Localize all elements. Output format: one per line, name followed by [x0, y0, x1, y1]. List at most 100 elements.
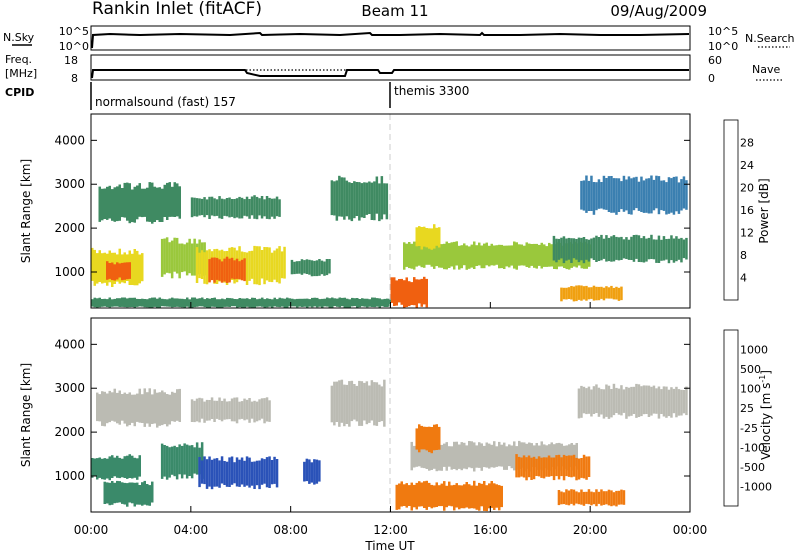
power-gate-column	[183, 299, 186, 308]
power-gate-column	[318, 299, 321, 307]
velocity-gate-column	[475, 485, 478, 510]
freq-left-label-1: Freq.	[5, 53, 32, 66]
power-gate-column	[550, 244, 553, 267]
velocity-gate-column	[218, 397, 221, 420]
velocity-gate-column	[615, 387, 618, 413]
velocity-gate-column	[116, 455, 119, 478]
power-gate-column	[190, 197, 194, 218]
velocity-gate-column	[470, 441, 473, 469]
velocity-patch	[190, 397, 271, 424]
velocity-gate-column	[415, 482, 418, 510]
velocity-gate-column	[455, 483, 458, 508]
velocity-gate-column	[111, 481, 114, 505]
power-gate-column	[333, 181, 336, 216]
power-gate-column	[405, 277, 408, 307]
power-gate-column	[176, 298, 179, 307]
power-gate-column	[590, 287, 593, 299]
power-gate-column	[228, 197, 231, 218]
power-gate-column	[183, 244, 186, 272]
velocity-colorbar-tick: 500	[740, 363, 761, 376]
noise-left-label: N.Sky	[3, 31, 35, 44]
power-gate-column	[637, 235, 641, 262]
velocity-gate-column	[480, 483, 483, 507]
power-gate-column	[510, 245, 513, 266]
power-ytick-label: 1000	[54, 265, 85, 279]
cpid-segment-1: normalsound (fast) 157	[95, 95, 236, 109]
power-gate-column	[330, 180, 334, 216]
velocity-gate-column	[138, 455, 141, 477]
power-patch	[98, 182, 181, 224]
velocity-gate-column	[415, 428, 418, 450]
velocity-gate-column	[248, 457, 251, 488]
power-gate-column	[443, 243, 446, 270]
velocity-ytick-label: 1000	[54, 469, 85, 483]
power-gate-column	[388, 298, 391, 307]
velocity-gate-column	[602, 491, 606, 505]
velocity-patch	[515, 454, 591, 481]
power-gate-column	[185, 242, 189, 276]
power-gate-column	[316, 297, 319, 308]
power-gate-column	[178, 298, 181, 308]
velocity-gate-column	[587, 386, 591, 414]
velocity-gate-column	[171, 391, 174, 422]
power-gate-column	[173, 237, 176, 272]
velocity-gate-column	[582, 454, 586, 479]
velocity-gate-column	[96, 458, 99, 480]
power-gate-column	[495, 245, 498, 265]
velocity-gate-column	[370, 380, 374, 421]
velocity-gate-column	[423, 444, 426, 469]
power-gate-column	[600, 234, 603, 261]
power-gate-column	[490, 243, 493, 266]
velocity-gate-column	[530, 443, 533, 467]
velocity-gate-column	[458, 444, 461, 469]
power-gate-column	[131, 297, 134, 307]
velocity-gate-column	[438, 485, 441, 507]
velocity-gate-column	[495, 484, 498, 508]
power-gate-column	[373, 297, 376, 308]
power-gate-column	[146, 187, 149, 222]
velocity-gate-column	[268, 400, 271, 422]
velocity-patch	[395, 480, 503, 512]
power-gate-column	[660, 180, 663, 211]
power-gate-column	[438, 227, 441, 248]
power-gate-column	[263, 247, 266, 285]
power-gate-column	[413, 241, 416, 270]
velocity-gate-column	[435, 442, 438, 472]
velocity-gate-column	[473, 442, 476, 472]
power-gate-column	[106, 186, 109, 220]
velocity-gate-column	[175, 447, 179, 480]
velocity-gate-column	[180, 445, 184, 479]
velocity-patch	[198, 456, 279, 490]
power-gate-column	[255, 246, 259, 285]
power-gate-column	[298, 261, 301, 274]
power-gate-column	[325, 259, 329, 276]
power-gate-column	[265, 196, 269, 219]
power-gate-column	[360, 183, 364, 218]
velocity-gate-column	[435, 482, 438, 507]
velocity-gate-column	[146, 484, 149, 506]
power-gate-column	[557, 238, 561, 260]
x-tick-label: 04:00	[174, 523, 209, 537]
power-gate-column	[195, 198, 199, 217]
velocity-gate-column	[168, 447, 171, 478]
velocity-gate-column	[500, 485, 503, 508]
power-patch	[290, 259, 331, 277]
velocity-gate-column	[203, 401, 206, 423]
velocity-gate-column	[303, 461, 306, 482]
power-gate-column	[236, 299, 239, 308]
power-colorbar-tick: 16	[740, 204, 754, 217]
velocity-gate-column	[582, 386, 586, 414]
power-patch	[208, 256, 246, 283]
power-gate-column	[662, 180, 666, 211]
velocity-gate-column	[213, 458, 216, 487]
power-gate-column	[141, 188, 144, 218]
power-gate-column	[238, 298, 241, 308]
velocity-gate-column	[425, 480, 428, 510]
velocity-gate-column	[413, 445, 416, 468]
power-gate-column	[248, 199, 251, 219]
velocity-gate-column	[585, 456, 588, 480]
velocity-gate-column	[253, 461, 256, 489]
velocity-gate-column	[238, 401, 241, 420]
velocity-gate-column	[265, 457, 269, 488]
velocity-gate-column	[126, 455, 129, 479]
